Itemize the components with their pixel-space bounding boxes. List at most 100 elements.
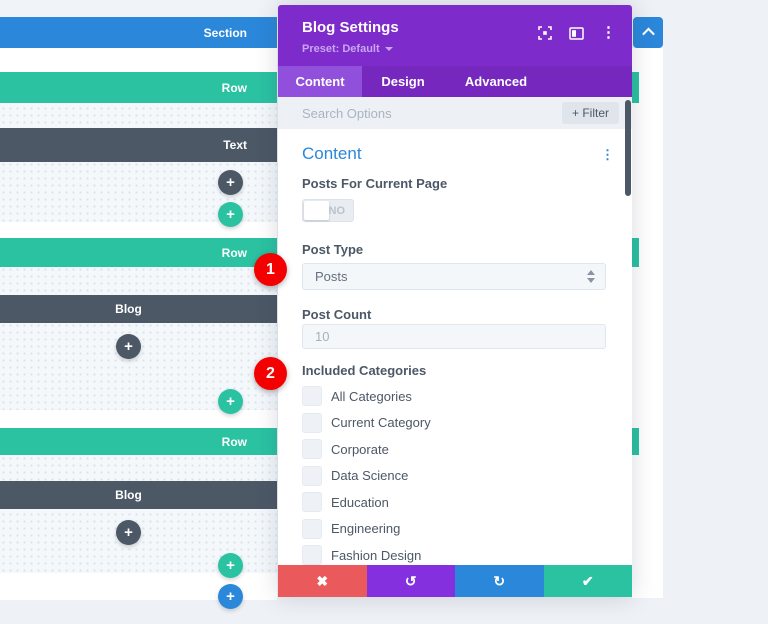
add-row-button[interactable]: + [218, 389, 243, 414]
category-label: Fashion Design [331, 547, 422, 563]
section-bar[interactable]: Section [0, 17, 277, 48]
tab-advanced[interactable]: Advanced [444, 66, 548, 97]
modal-title: Blog Settings [302, 19, 399, 36]
plus-icon: + [226, 557, 235, 574]
canvas-gap [0, 48, 277, 72]
blog-module-bar-2[interactable]: Blog [0, 481, 277, 509]
category-row: Current Category [302, 412, 431, 433]
check-icon: ✔ [581, 572, 594, 589]
modal-header[interactable]: Blog Settings Preset: Default [278, 5, 632, 66]
tab-label: Advanced [464, 74, 528, 89]
marker-number: 1 [266, 260, 275, 278]
plus-icon: + [124, 524, 133, 541]
modal-scrollbar[interactable] [625, 100, 631, 196]
row-bar-1[interactable]: Row [0, 72, 277, 103]
undo-icon: ↺ [404, 572, 417, 589]
filter-button[interactable]: + Filter [561, 102, 619, 124]
blog-settings-modal: Blog Settings Preset: Default [278, 5, 632, 597]
more-options-icon[interactable]: ⋮ [601, 24, 616, 41]
included-categories-label: Included Categories [302, 363, 427, 378]
category-row: Fashion Design [302, 545, 431, 565]
close-icon: ✖ [316, 572, 329, 589]
category-label: Engineering [331, 521, 401, 536]
post-count-input[interactable]: 10 [302, 324, 606, 349]
category-checkbox[interactable] [302, 412, 322, 433]
expand-modal-icon[interactable] [538, 26, 552, 40]
dock-panel-icon[interactable] [569, 26, 584, 40]
undo-button[interactable]: ↺ [366, 565, 455, 597]
content-group-heading[interactable]: Content [302, 144, 362, 163]
select-arrows-icon [587, 270, 595, 283]
post-count-value: 10 [315, 329, 330, 344]
category-row: Education [302, 492, 431, 512]
tab-label: Design [381, 74, 425, 89]
add-module-button[interactable]: + [116, 334, 141, 359]
category-checkbox[interactable] [302, 545, 322, 565]
tab-content[interactable]: Content [278, 66, 362, 97]
category-row: All Categories [302, 386, 431, 406]
tab-design[interactable]: Design [362, 66, 444, 97]
category-label: All Categories [331, 388, 412, 404]
annotation-marker-2: 2 [254, 357, 287, 390]
add-section-button[interactable]: + [218, 584, 243, 609]
modal-footer: ✖ ↺ ↻ ✔ [278, 565, 632, 597]
category-checkbox[interactable] [302, 465, 322, 486]
category-row: Corporate [302, 439, 431, 459]
group-options-icon[interactable]: ⋮ [601, 147, 614, 162]
post-count-label: Post Count [302, 307, 372, 322]
modal-tabs: Content Design Advanced [278, 66, 632, 97]
marker-number: 2 [266, 364, 275, 382]
row-bar-right-edge [632, 238, 639, 267]
redo-button[interactable]: ↻ [455, 565, 544, 597]
annotation-marker-1: 1 [254, 253, 287, 286]
search-options-bar: Search Options + Filter [278, 97, 632, 129]
category-label: Education [331, 494, 389, 510]
category-label: Current Category [331, 415, 431, 430]
row-bar-right-edge [632, 428, 639, 455]
redo-icon: ↻ [493, 572, 506, 589]
category-row: Engineering [302, 518, 431, 539]
row-bar-right-edge [632, 72, 639, 103]
included-categories-list: All Categories Current Category Corporat… [302, 386, 431, 565]
add-row-button[interactable]: + [218, 202, 243, 227]
blog-module-bar-1[interactable]: Blog [0, 295, 277, 323]
search-input[interactable]: Search Options [302, 106, 392, 121]
text-module-label: Text [223, 138, 247, 152]
category-label: Data Science [331, 468, 409, 483]
section-bar-label: Section [203, 25, 247, 40]
builder-canvas: Section Row Text Row Blog Row Blog [0, 0, 277, 624]
canvas-gap [0, 410, 277, 428]
plus-icon: + [226, 174, 235, 191]
plus-icon: + [226, 588, 235, 605]
category-checkbox[interactable] [302, 492, 322, 512]
category-checkbox[interactable] [302, 386, 322, 406]
plus-icon: + [124, 338, 133, 355]
collapse-section-button[interactable] [633, 17, 663, 48]
modal-body: Content ⋮ Posts For Current Page NO Post… [278, 129, 632, 565]
add-module-button[interactable]: + [218, 170, 243, 195]
add-module-button[interactable]: + [116, 520, 141, 545]
preset-selector[interactable]: Preset: Default [302, 43, 393, 55]
row-bar-label: Row [221, 434, 247, 449]
toggle-value: NO [328, 205, 346, 217]
save-button[interactable]: ✔ [543, 565, 632, 597]
category-label: Corporate [331, 441, 389, 457]
canvas-right-column [632, 48, 663, 598]
category-checkbox[interactable] [302, 518, 322, 539]
canvas-gap [0, 222, 277, 238]
posts-for-current-page-label: Posts For Current Page [302, 176, 448, 191]
post-type-label: Post Type [302, 242, 364, 257]
row-bar-2[interactable]: Row [0, 238, 277, 267]
posts-for-current-page-toggle[interactable]: NO [302, 199, 354, 222]
row-bar-3[interactable]: Row [0, 428, 277, 455]
post-type-select[interactable]: Posts [302, 263, 606, 290]
add-row-button[interactable]: + [218, 553, 243, 578]
category-checkbox[interactable] [302, 439, 322, 459]
plus-icon: + [226, 206, 235, 223]
caret-down-icon [384, 47, 393, 51]
tab-label: Content [295, 74, 345, 89]
text-module-bar[interactable]: Text [0, 128, 277, 162]
blog-module-label: Blog [115, 302, 142, 316]
cancel-button[interactable]: ✖ [278, 565, 367, 597]
